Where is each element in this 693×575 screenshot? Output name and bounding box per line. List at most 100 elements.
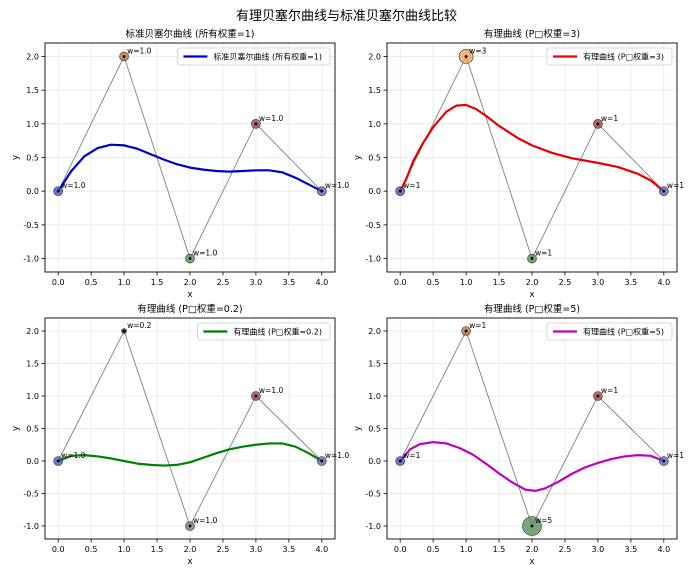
y-tick-label: 0.5 [26,425,39,434]
x-tick-label: 3.0 [592,278,605,287]
y-tick-label: 1.5 [26,360,39,369]
x-tick-label: 2.5 [217,278,230,287]
subplot-title: 标准贝塞尔曲线 (所有权重=1) [126,28,255,40]
x-tick-label: 0.5 [85,278,98,287]
y-tick-label: -0.5 [365,490,381,499]
y-axis-label: y [11,155,21,160]
series-line [57,442,323,467]
x-tick-label: 4.0 [657,545,670,554]
subplot-title: 有理曲线 (P□权重=0.2) [137,303,242,315]
control-point-center [662,459,666,463]
legend-label: 有理曲线 (P□权重=3) [583,52,664,62]
series-line [399,441,665,492]
y-tick-label: -0.5 [23,490,39,499]
x-tick-label: 3.5 [624,545,637,554]
x-tick-label: 1.0 [460,278,473,287]
control-point-center [596,122,600,126]
y-tick-label: -1.0 [365,522,381,531]
axes-frame [44,42,336,273]
figure-title: 有理贝塞尔曲线与标准贝塞尔曲线比较 [236,8,457,24]
x-tick-label: 2.0 [526,278,539,287]
weight-label: w=1.0 [259,114,284,123]
x-tick-label: 2.0 [184,545,197,554]
control-point-center [464,329,468,333]
y-tick-label: -1.0 [23,522,39,531]
y-tick-label: 0.0 [26,187,39,196]
axes-frame [386,42,678,273]
x-tick-label: 2.0 [184,278,197,287]
weight-label: w=1 [601,386,618,395]
y-tick-label: 0.0 [368,187,381,196]
x-tick-label: 0.5 [85,545,98,554]
y-tick-label: -1.0 [23,255,39,264]
weight-label: w=1.0 [193,516,218,525]
y-tick-label: 1.5 [368,360,381,369]
x-tick-label: 1.0 [118,545,131,554]
control-point-center [596,394,600,398]
y-tick-label: 2.0 [368,52,381,61]
x-tick-label: 0.0 [394,278,407,287]
x-axis-label: x [529,557,534,567]
y-tick-label: 1.0 [368,120,381,129]
x-tick-label: 2.5 [559,545,572,554]
weight-label: w=1 [469,321,486,330]
weight-label: w=1.0 [193,249,218,258]
control-point-center [530,257,534,260]
control-point-center [320,459,324,463]
weight-label: w=1 [535,249,552,258]
weight-label: w=1 [601,114,618,123]
legend [546,47,673,66]
legend-label: 有理曲线 (P□权重=5) [583,327,664,337]
x-tick-label: 1.5 [151,545,164,554]
axes-frame [386,317,678,540]
y-tick-label: -1.0 [365,255,381,264]
weight-label: w=1 [403,451,420,460]
control-point-center [254,122,258,126]
y-tick-label: 0.5 [368,425,381,434]
weight-label: w=1.0 [127,46,152,55]
y-tick-label: -0.5 [365,221,381,230]
control-point-center [320,189,324,193]
legend [177,47,331,66]
x-tick-label: 3.0 [250,278,263,287]
control-point-center [188,257,192,260]
x-tick-label: 2.5 [559,278,572,287]
x-tick-label: 3.5 [282,278,295,287]
x-tick-label: 3.0 [592,545,605,554]
control-point-center [254,394,258,398]
legend-label: 有理曲线 (P□权重=0.2) [233,327,322,337]
weight-label: w=3 [469,46,486,55]
x-tick-label: 4.0 [315,278,328,287]
y-axis-label: y [11,426,21,431]
weight-label: w=1 [667,451,684,460]
weight-label: w=1.0 [61,451,86,460]
y-tick-label: 1.0 [368,392,381,401]
x-tick-label: 3.0 [250,545,263,554]
legend [197,322,331,341]
panel-2: 0.0 0.5 1.0 1.5 2.0 2.5 3.0 3.5 4.0 -1.0 -0.5 0.0 0.… [353,28,684,300]
x-tick-label: 2.5 [217,545,230,554]
weight-label: w=1.0 [325,451,350,460]
weight-label: w=0.2 [127,321,152,330]
x-tick-label: 0.0 [52,278,65,287]
y-tick-label: 0.0 [26,457,39,466]
panel-3: 0.0 0.5 1.0 1.5 2.0 2.5 3.0 3.5 4.0 -1.0 -0.5 0.0 0.… [11,303,349,567]
x-tick-label: 0.0 [52,545,65,554]
control-point-center [662,189,666,193]
control-point-center [56,459,60,463]
series-line [399,103,665,193]
weight-label: w=1.0 [61,181,86,190]
weight-label: w=5 [535,516,552,525]
control-point-center [530,524,534,528]
y-tick-label: 2.0 [368,327,381,336]
x-tick-label: 0.0 [394,545,407,554]
x-tick-label: 1.0 [460,545,473,554]
weight-label: w=1 [667,181,684,190]
x-tick-label: 0.5 [427,545,440,554]
control-point-center [398,459,402,463]
x-axis-label: x [529,290,534,300]
y-tick-label: 1.0 [26,120,39,129]
x-tick-label: 1.5 [493,545,506,554]
